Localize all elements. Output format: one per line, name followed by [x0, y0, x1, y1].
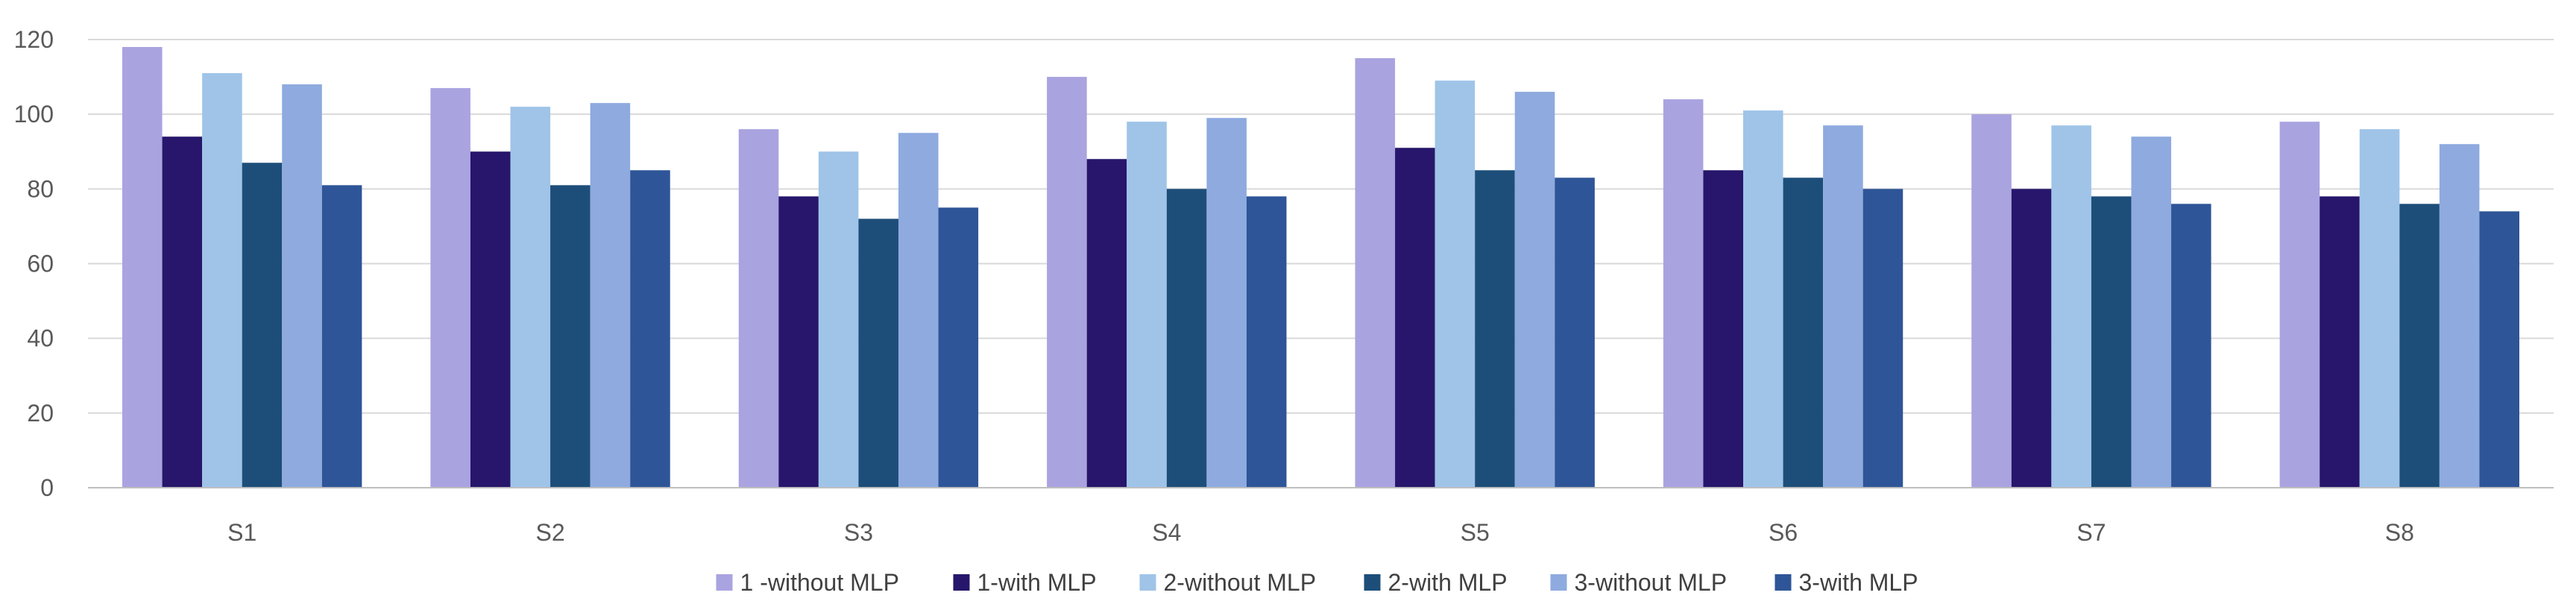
bar-s4-3-with-mlp — [1246, 196, 1287, 488]
bar-s4-3-without-mlp — [1206, 118, 1247, 488]
bar-s2-2-without-mlp — [510, 107, 551, 488]
legend-label-1-without-mlp: 1 -without MLP — [740, 569, 899, 596]
legend-swatch-1-without-mlp — [716, 574, 733, 591]
bar-s5-2-without-mlp — [1435, 81, 1476, 488]
bar-s4-2-without-mlp — [1127, 122, 1167, 488]
bar-s4-1-without-mlp — [1047, 77, 1087, 488]
bar-s6-1-with-mlp — [1703, 170, 1743, 488]
bar-s8-1-with-mlp — [2320, 196, 2360, 488]
bar-s4-1-with-mlp — [1086, 159, 1127, 488]
bar-s5-2-with-mlp — [1475, 170, 1515, 488]
bar-s1-2-with-mlp — [242, 163, 283, 488]
y-tick-label: 80 — [27, 175, 54, 202]
legend-swatch-2-with-mlp — [1364, 574, 1381, 591]
x-tick-label-s6: S6 — [1769, 519, 1798, 546]
y-axis-ticks: 0 20 40 60 80 100 120 — [14, 26, 54, 501]
bar-s1-3-with-mlp — [321, 185, 362, 488]
legend-label-2-without-mlp: 2-without MLP — [1164, 569, 1317, 596]
y-tick-label: 40 — [27, 325, 54, 352]
bar-s2-3-without-mlp — [590, 103, 631, 488]
bar-s1-1-without-mlp — [122, 47, 163, 488]
bar-s8-3-without-mlp — [2439, 144, 2480, 488]
bar-s7-1-with-mlp — [2011, 189, 2052, 488]
bar-s7-3-with-mlp — [2171, 204, 2211, 488]
x-tick-label-s2: S2 — [535, 519, 564, 546]
bar-s2-3-with-mlp — [630, 170, 670, 488]
bar-s7-2-with-mlp — [2091, 196, 2132, 488]
bar-s6-3-without-mlp — [1823, 125, 1863, 488]
bar-s3-1-with-mlp — [778, 196, 819, 488]
bar-s5-1-without-mlp — [1355, 58, 1396, 488]
bar-s5-3-with-mlp — [1555, 177, 1595, 488]
bar-s1-1-with-mlp — [162, 136, 203, 488]
bar-s6-2-with-mlp — [1783, 177, 1824, 488]
bar-s7-1-without-mlp — [1971, 114, 2012, 488]
bar-s5-1-with-mlp — [1395, 148, 1435, 488]
bar-s8-2-with-mlp — [2399, 204, 2440, 488]
bar-s6-3-with-mlp — [1862, 189, 1903, 488]
x-tick-label-s7: S7 — [2076, 519, 2106, 546]
y-tick-label: 100 — [14, 101, 54, 128]
legend-swatch-3-with-mlp — [1774, 574, 1792, 591]
bar-s7-3-without-mlp — [2131, 136, 2172, 488]
bar-s2-1-with-mlp — [470, 151, 511, 488]
bar-s2-1-without-mlp — [430, 88, 470, 488]
legend-label-3-with-mlp: 3-with MLP — [1799, 569, 1918, 596]
bar-s2-2-with-mlp — [550, 185, 591, 488]
bar-s4-2-with-mlp — [1166, 189, 1207, 488]
bar-s6-1-without-mlp — [1663, 99, 1704, 488]
x-tick-label-s3: S3 — [844, 519, 873, 546]
x-tick-label-s5: S5 — [1461, 519, 1490, 546]
bar-s3-3-with-mlp — [938, 207, 979, 488]
x-tick-label-s4: S4 — [1152, 519, 1181, 546]
legend-swatch-1-with-mlp — [953, 574, 970, 591]
x-tick-label-s8: S8 — [2385, 519, 2414, 546]
bar-s3-2-with-mlp — [858, 219, 898, 488]
y-tick-label: 120 — [14, 26, 54, 53]
bars — [122, 47, 2519, 488]
bar-s8-2-without-mlp — [2359, 129, 2400, 488]
bar-s8-3-with-mlp — [2479, 211, 2519, 488]
bar-s1-3-without-mlp — [282, 84, 322, 488]
legend-label-2-with-mlp: 2-with MLP — [1388, 569, 1508, 596]
bar-s6-2-without-mlp — [1743, 110, 1783, 488]
bar-s1-2-without-mlp — [202, 73, 242, 488]
y-tick-label: 20 — [27, 400, 54, 427]
legend-swatch-3-without-mlp — [1550, 574, 1567, 591]
bar-s7-2-without-mlp — [2051, 125, 2091, 488]
legend: 1 -without MLP 1-with MLP 2-without MLP 2-w… — [716, 569, 1918, 596]
bar-s3-3-without-mlp — [898, 133, 939, 488]
legend-swatch-2-without-mlp — [1139, 574, 1156, 591]
y-tick-label: 60 — [27, 251, 54, 277]
legend-label-1-with-mlp: 1-with MLP — [977, 569, 1097, 596]
y-tick-label: 0 — [40, 474, 54, 501]
legend-label-3-without-mlp: 3-without MLP — [1575, 569, 1728, 596]
x-tick-label-s1: S1 — [227, 519, 256, 546]
bar-s5-3-without-mlp — [1514, 92, 1555, 488]
bar-s3-1-without-mlp — [738, 129, 779, 488]
x-axis-ticks: S1 S2 S3 S4 S5 S6 S7 S8 — [88, 487, 2554, 546]
bar-s8-1-without-mlp — [2279, 122, 2320, 488]
bar-s3-2-without-mlp — [818, 151, 859, 488]
